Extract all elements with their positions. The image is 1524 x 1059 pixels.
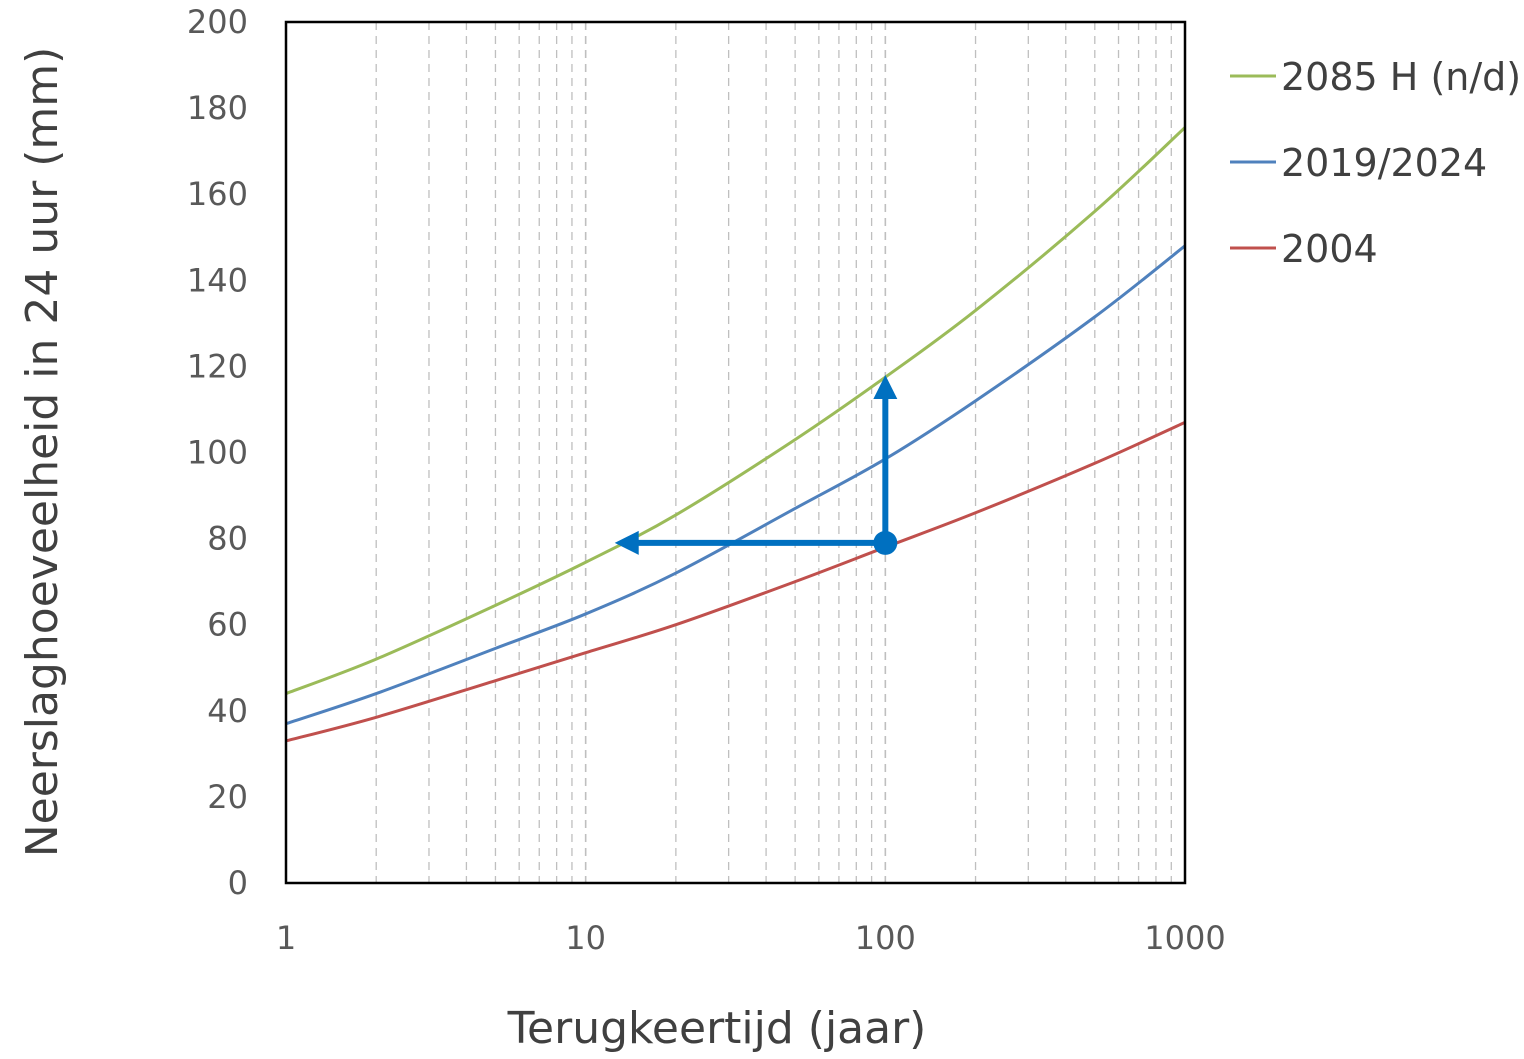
y-tick-label: 160 [187, 175, 248, 213]
y-tick-label: 100 [187, 434, 248, 472]
x-tick-label: 100 [855, 919, 916, 957]
legend-label-0: 2085 H (n/d) [1281, 55, 1521, 99]
x-tick-label: 1000 [1144, 919, 1225, 957]
x-axis-title: Terugkeertijd (jaar) [507, 1003, 927, 1054]
y-tick-label: 120 [187, 347, 248, 385]
plot-area-frame [284, 20, 1187, 885]
y-axis-ticks: 0 20 40 60 80 100 120 140 160 180 200 [187, 3, 248, 902]
y-tick-label: 200 [187, 3, 248, 41]
annotation-marker [873, 530, 898, 555]
series-line-1 [285, 244, 1186, 726]
annotation-arrows [614, 375, 898, 555]
x-axis-ticks: 1 10 100 1000 [276, 919, 1226, 957]
y-tick-label: 60 [207, 606, 248, 644]
x-tick-label: 10 [565, 919, 606, 957]
series-line-2 [285, 420, 1186, 743]
legend-label-1: 2019/2024 [1281, 141, 1487, 185]
y-tick-label: 180 [187, 89, 248, 127]
legend-label-2: 2004 [1281, 227, 1378, 271]
y-tick-label: 0 [228, 864, 248, 902]
arrow-left-head [614, 530, 639, 555]
legend: 2085 H (n/d) 2019/2024 2004 [1230, 55, 1521, 271]
series-lines [285, 126, 1187, 743]
y-tick-label: 80 [207, 520, 248, 558]
y-tick-label: 40 [207, 692, 248, 730]
arrow-up-head [873, 375, 898, 400]
x-tick-label: 1 [276, 919, 296, 957]
grid-lines [375, 22, 1172, 883]
y-tick-label: 140 [187, 261, 248, 299]
y-tick-label: 20 [207, 778, 248, 816]
series-line-0 [285, 126, 1187, 695]
y-axis-title: Neerslaghoeveelheid in 24 uur (mm) [17, 47, 68, 858]
